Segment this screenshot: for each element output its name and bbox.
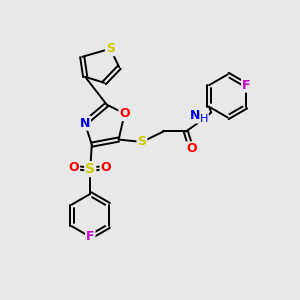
Text: O: O bbox=[68, 161, 79, 174]
Text: O: O bbox=[186, 142, 196, 155]
Text: F: F bbox=[242, 79, 250, 92]
Text: O: O bbox=[100, 161, 111, 174]
Text: H: H bbox=[200, 114, 208, 124]
Text: N: N bbox=[80, 117, 90, 130]
Text: S: S bbox=[85, 162, 95, 176]
Text: O: O bbox=[119, 107, 130, 120]
Text: F: F bbox=[86, 230, 94, 243]
Text: S: S bbox=[137, 135, 146, 148]
Text: S: S bbox=[106, 42, 115, 55]
Text: N: N bbox=[190, 110, 200, 122]
